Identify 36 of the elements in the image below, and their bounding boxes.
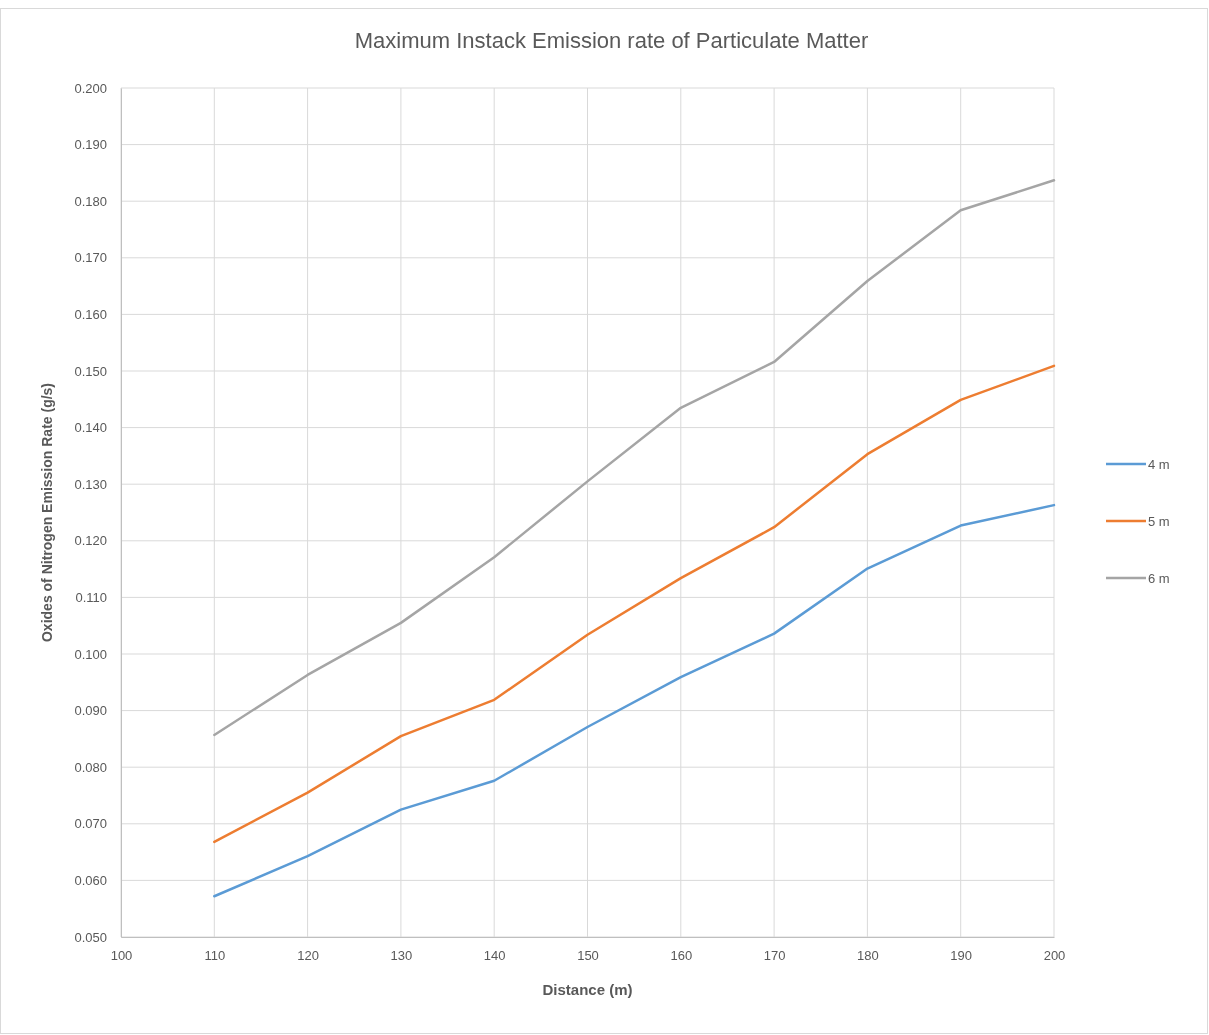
legend-label: 6 m: [1148, 571, 1170, 586]
y-tick-label: 0.180: [74, 193, 107, 209]
x-tick-label: 170: [763, 948, 786, 964]
line-series: [213, 503, 1056, 898]
chart-title: Maximum Instack Emission rate of Particulate Matter: [354, 28, 869, 53]
y-tick-label: 0.150: [74, 363, 107, 379]
line-series: [213, 364, 1056, 844]
y-tick-label: 0.110: [75, 590, 107, 606]
x-tick-label: 160: [670, 948, 693, 964]
x-tick-label: 180: [857, 948, 879, 964]
y-tick-label: 0.090: [74, 703, 107, 719]
y-tick-label: 0.170: [74, 250, 107, 266]
y-tick-label: 0.130: [74, 476, 107, 492]
x-tick-label: 120: [297, 948, 319, 964]
x-axis-title: Distance (m): [542, 981, 633, 998]
y-tick-label: 0.160: [74, 307, 107, 323]
y-tick-label: 0.070: [74, 816, 107, 832]
y-tick-label: 0.100: [74, 646, 107, 662]
y-tick-label: 0.060: [74, 873, 107, 889]
y-tick-label: 0.190: [74, 137, 107, 153]
x-tick-label: 130: [390, 948, 413, 964]
y-tick-label: 0.120: [74, 533, 107, 549]
y-tick-label: 0.050: [74, 929, 107, 945]
legend-label: 5 m: [1148, 514, 1170, 529]
x-tick-label: 200: [1043, 948, 1066, 964]
legend-label: 4 m: [1148, 457, 1170, 472]
x-tick-label: 110: [204, 948, 226, 964]
y-tick-label: 0.080: [74, 759, 107, 775]
x-tick-label: 150: [577, 948, 599, 964]
line-series: [213, 179, 1056, 737]
x-tick-label: 140: [483, 948, 506, 964]
y-axis-title: Oxides of Nitrogen Emission Rate (g/s): [39, 382, 55, 643]
y-tick-label: 0.140: [74, 420, 107, 436]
x-tick-label: 190: [950, 948, 973, 964]
x-tick-label: 100: [110, 948, 133, 964]
y-tick-label: 0.200: [74, 80, 107, 96]
